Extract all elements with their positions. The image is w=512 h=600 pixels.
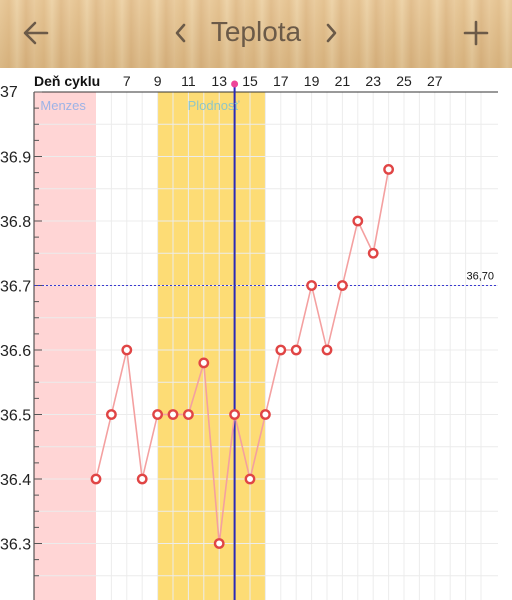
temperature-point bbox=[152, 409, 164, 420]
top-bar-shade bbox=[0, 0, 512, 68]
x-tick-label: 23 bbox=[365, 73, 381, 89]
x-tick-label: 25 bbox=[396, 73, 412, 89]
temperature-point bbox=[90, 473, 102, 485]
temperature-point bbox=[352, 215, 364, 227]
previous-chart-button[interactable] bbox=[168, 10, 194, 56]
x-tick-label: 9 bbox=[154, 73, 162, 89]
chevron-right-icon bbox=[326, 23, 337, 43]
next-chart-button[interactable] bbox=[318, 10, 344, 56]
threshold-label: 36,70 bbox=[466, 271, 494, 283]
add-entry-button[interactable] bbox=[454, 10, 498, 56]
temperature-point bbox=[167, 409, 179, 420]
x-tick-label: 7 bbox=[123, 73, 131, 89]
region-label-1: Plodnosť bbox=[188, 98, 240, 113]
y-tick-label: 36.7 bbox=[0, 279, 31, 296]
x-tick-label: 15 bbox=[242, 73, 258, 89]
x-tick-label: 13 bbox=[211, 73, 227, 89]
y-tick-label: 36.6 bbox=[0, 343, 31, 360]
x-tick-label: 27 bbox=[427, 73, 443, 89]
region-label-0: Menzes bbox=[40, 98, 86, 113]
temperature-point bbox=[321, 344, 333, 356]
back-button[interactable] bbox=[14, 10, 58, 56]
current-day-dot bbox=[231, 80, 239, 88]
temperature-point bbox=[244, 473, 256, 485]
x-tick-label: 19 bbox=[304, 73, 320, 89]
temperature-point bbox=[336, 280, 348, 291]
y-tick-label: 36.9 bbox=[0, 150, 31, 167]
temperature-point bbox=[259, 409, 271, 420]
temperature-line bbox=[95, 169, 390, 544]
temperature-point bbox=[136, 473, 148, 485]
x-tick-label: 17 bbox=[273, 73, 289, 89]
chevron-left-icon bbox=[175, 23, 186, 43]
temperature-point bbox=[213, 538, 225, 549]
temperature-chart[interactable]: Deň cyklu 7 9 11 13 15 17 19 21 23 25 27 37 36.9 36.8 3… bbox=[0, 68, 512, 600]
x-tick-label: 21 bbox=[335, 73, 351, 89]
temperature-point bbox=[229, 409, 241, 420]
temperature-point bbox=[275, 344, 287, 356]
temperature-point bbox=[290, 344, 302, 356]
temperature-point bbox=[367, 247, 379, 259]
temperature-point bbox=[182, 409, 194, 420]
temperature-point bbox=[306, 280, 317, 291]
plus-icon bbox=[463, 20, 489, 46]
y-tick-label: 36.5 bbox=[0, 408, 31, 425]
y-tick-label: 37 bbox=[0, 84, 18, 101]
y-tick-label: 36.3 bbox=[0, 537, 31, 554]
top-bar bbox=[0, 0, 512, 68]
temperature-point bbox=[121, 344, 133, 356]
page-title: Teplota bbox=[210, 16, 302, 47]
y-tick-label: 36.4 bbox=[0, 472, 31, 489]
temperature-point bbox=[198, 357, 210, 369]
arrow-left-icon bbox=[23, 21, 49, 45]
region-1 bbox=[157, 92, 266, 600]
region-0 bbox=[34, 92, 96, 600]
x-axis-label: Deň cyklu bbox=[34, 73, 100, 89]
temperature-point bbox=[106, 409, 117, 420]
y-tick-label: 36.8 bbox=[0, 214, 31, 231]
x-tick-label: 11 bbox=[181, 73, 196, 89]
temperature-point bbox=[383, 163, 394, 175]
